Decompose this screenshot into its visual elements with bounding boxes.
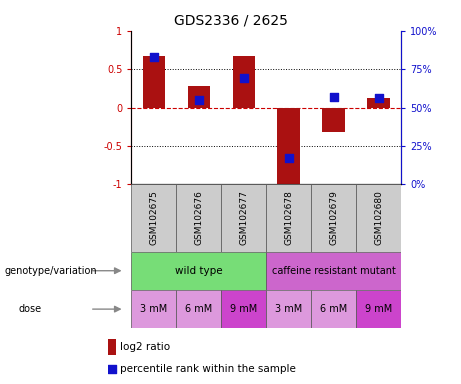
Bar <box>131 252 266 290</box>
Text: GSM102679: GSM102679 <box>329 190 338 245</box>
Text: wild type: wild type <box>175 266 223 276</box>
Text: percentile rank within the sample: percentile rank within the sample <box>120 364 296 374</box>
Bar <box>188 86 210 108</box>
Bar <box>367 98 390 108</box>
Bar <box>176 290 221 328</box>
Text: GDS2336 / 2625: GDS2336 / 2625 <box>173 13 288 27</box>
Bar <box>278 108 300 184</box>
Bar <box>266 252 401 290</box>
Point <box>330 94 337 100</box>
Bar <box>311 290 356 328</box>
Text: 3 mM: 3 mM <box>140 304 167 314</box>
Point <box>285 155 292 161</box>
Text: GSM102680: GSM102680 <box>374 190 383 245</box>
Bar <box>311 184 356 252</box>
Bar <box>322 108 345 132</box>
Bar <box>221 290 266 328</box>
Text: GSM102676: GSM102676 <box>194 190 203 245</box>
Text: GSM102678: GSM102678 <box>284 190 293 245</box>
Point <box>108 366 116 372</box>
Bar <box>356 290 401 328</box>
Bar <box>356 184 401 252</box>
Text: genotype/variation: genotype/variation <box>5 266 97 276</box>
Text: GSM102677: GSM102677 <box>239 190 248 245</box>
Point <box>195 97 202 103</box>
Bar <box>176 184 221 252</box>
Text: 9 mM: 9 mM <box>230 304 257 314</box>
Bar <box>131 184 176 252</box>
Point <box>150 54 158 60</box>
Text: 3 mM: 3 mM <box>275 304 302 314</box>
Bar <box>108 339 116 355</box>
Point <box>240 75 248 81</box>
Point <box>375 95 382 101</box>
Bar <box>142 56 165 108</box>
Bar <box>221 184 266 252</box>
Text: GSM102675: GSM102675 <box>149 190 159 245</box>
Text: 6 mM: 6 mM <box>185 304 213 314</box>
Text: 6 mM: 6 mM <box>320 304 347 314</box>
Bar <box>266 290 311 328</box>
Text: 9 mM: 9 mM <box>365 304 392 314</box>
Text: caffeine resistant mutant: caffeine resistant mutant <box>272 266 396 276</box>
Text: log2 ratio: log2 ratio <box>120 342 170 352</box>
Bar <box>131 290 176 328</box>
Bar <box>232 56 255 108</box>
Text: dose: dose <box>18 304 41 314</box>
Bar <box>266 184 311 252</box>
